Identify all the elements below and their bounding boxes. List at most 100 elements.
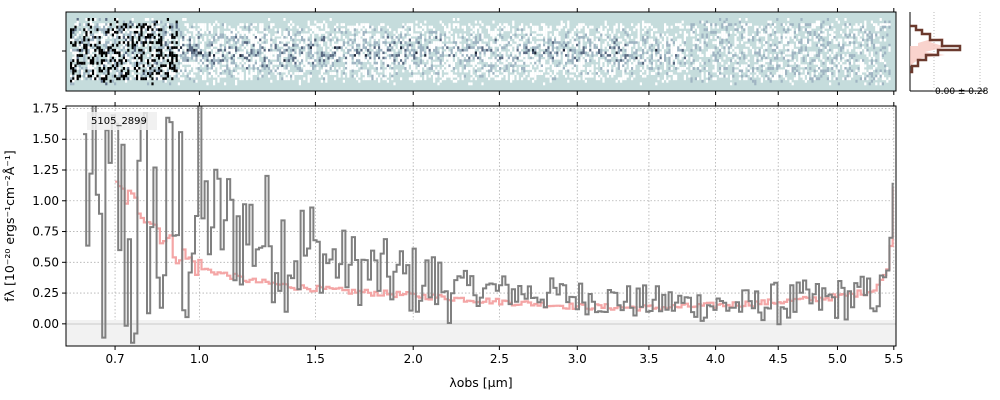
spectrum-2d-pixel bbox=[232, 61, 235, 65]
spectrum-2d-pixel bbox=[437, 67, 440, 70]
spectrum-2d-pixel bbox=[769, 72, 772, 75]
spectrum-2d-pixel bbox=[210, 69, 213, 73]
spectrum-2d-pixel bbox=[184, 36, 187, 39]
spectrum-2d-pixel bbox=[538, 30, 541, 34]
spectrum-2d-pixel bbox=[193, 51, 196, 55]
spectrum-2d-pixel bbox=[87, 48, 90, 52]
spectrum-2d-pixel bbox=[72, 28, 75, 32]
spectrum-2d-pixel bbox=[811, 51, 814, 55]
spectrum-2d-pixel bbox=[622, 43, 625, 47]
spectrum-2d-pixel bbox=[677, 38, 680, 42]
spectrum-2d-pixel bbox=[448, 28, 451, 32]
spectrum-2d-pixel bbox=[406, 43, 409, 47]
spectrum-2d-pixel bbox=[820, 43, 823, 47]
spectrum-2d-pixel bbox=[532, 25, 535, 29]
spectrum-2d-pixel bbox=[653, 56, 656, 60]
spectrum-2d-pixel bbox=[648, 67, 651, 70]
spectrum-2d-pixel bbox=[477, 54, 480, 57]
spectrum-2d-pixel bbox=[743, 54, 746, 57]
spectrum-2d-pixel bbox=[408, 77, 411, 81]
spectrum-2d-pixel bbox=[611, 46, 614, 50]
spectrum-2d-pixel bbox=[479, 36, 482, 39]
spectrum-2d-pixel bbox=[800, 69, 803, 73]
spectrum-2d-pixel bbox=[96, 36, 99, 39]
spectrum-2d-pixel bbox=[116, 64, 119, 68]
spectrum-2d-pixel bbox=[600, 25, 603, 29]
spectrum-2d-pixel bbox=[125, 36, 128, 39]
spectrum-2d-pixel bbox=[864, 69, 867, 73]
spectrum-2d-pixel bbox=[712, 69, 715, 73]
spectrum-2d-pixel bbox=[818, 64, 821, 68]
spectrum-2d-pixel bbox=[633, 64, 636, 68]
spectrum-2d-pixel bbox=[587, 67, 590, 70]
y-tick-label: 1.50 bbox=[32, 132, 59, 146]
spectrum-2d-pixel bbox=[705, 72, 708, 75]
spectrum-2d-pixel bbox=[582, 74, 585, 78]
spectrum-2d-pixel bbox=[745, 36, 748, 39]
spectrum-2d-pixel bbox=[136, 61, 139, 65]
spectrum-2d-pixel bbox=[789, 69, 792, 73]
spectrum-2d-pixel bbox=[386, 72, 389, 75]
spectrum-2d-pixel bbox=[853, 25, 856, 29]
spectrum-2d-pixel bbox=[749, 23, 752, 27]
spectrum-2d-pixel bbox=[98, 67, 101, 70]
spectrum-2d-pixel bbox=[490, 30, 493, 34]
spectrum-2d-pixel bbox=[191, 54, 194, 57]
spectrum-2d-pixel bbox=[180, 43, 183, 47]
spectrum-2d-pixel bbox=[567, 30, 570, 34]
spectrum-2d-pixel bbox=[94, 54, 97, 57]
spectrum-2d-pixel bbox=[162, 56, 165, 60]
spectrum-2d-pixel bbox=[532, 61, 535, 65]
spectrum-2d-pixel bbox=[866, 43, 869, 47]
spectrum-2d-pixel bbox=[800, 46, 803, 50]
spectrum-2d-pixel bbox=[301, 56, 304, 60]
spectrum-2d-pixel bbox=[664, 74, 667, 78]
spectrum-2d-pixel bbox=[404, 54, 407, 57]
spectrum-2d-pixel bbox=[439, 20, 442, 24]
spectrum-2d-pixel bbox=[749, 36, 752, 39]
spectrum-2d-pixel bbox=[820, 33, 823, 37]
spectrum-2d-pixel bbox=[272, 23, 275, 27]
spectrum-2d-pixel bbox=[450, 43, 453, 47]
spectrum-2d-pixel bbox=[226, 33, 229, 37]
spectrum-2d-pixel bbox=[776, 67, 779, 70]
spectrum-2d-pixel bbox=[171, 61, 174, 65]
spectrum-2d-pixel bbox=[859, 69, 862, 73]
spectrum-2d-pixel bbox=[452, 61, 455, 65]
spectrum-2d-pixel bbox=[604, 36, 607, 39]
spectrum-2d-pixel bbox=[285, 46, 288, 50]
spectrum-2d-pixel bbox=[800, 74, 803, 78]
spectrum-2d-pixel bbox=[92, 23, 95, 27]
spectrum-2d-pixel bbox=[105, 41, 108, 45]
spectrum-2d-pixel bbox=[835, 48, 838, 52]
spectrum-2d-pixel bbox=[129, 38, 132, 42]
spectrum-2d-pixel bbox=[254, 23, 257, 27]
spectrum-2d-pixel bbox=[202, 77, 205, 81]
spectrum-2d-pixel bbox=[230, 67, 233, 70]
spectrum-2d-pixel bbox=[250, 51, 253, 55]
spectrum-2d-pixel bbox=[646, 36, 649, 39]
spectrum-2d-pixel bbox=[285, 38, 288, 42]
spectrum-2d-pixel bbox=[127, 36, 130, 39]
spectrum-2d-pixel bbox=[562, 54, 565, 57]
spectrum-2d-pixel bbox=[325, 77, 328, 81]
spectrum-2d-pixel bbox=[404, 25, 407, 29]
spectrum-2d-pixel bbox=[716, 43, 719, 47]
spectrum-2d-pixel bbox=[96, 33, 99, 37]
spectrum-2d-pixel bbox=[127, 30, 130, 34]
spectrum-2d-pixel bbox=[611, 61, 614, 65]
spectrum-2d-pixel bbox=[125, 64, 128, 68]
spectrum-2d-pixel bbox=[820, 54, 823, 57]
spectrum-2d-pixel bbox=[228, 59, 231, 63]
spectrum-2d-pixel bbox=[367, 54, 370, 57]
spectrum-2d-pixel bbox=[578, 36, 581, 39]
spectrum-2d-pixel bbox=[683, 67, 686, 70]
spectrum-2d-pixel bbox=[488, 59, 491, 63]
spectrum-2d-pixel bbox=[195, 48, 198, 52]
spectrum-2d-pixel bbox=[631, 56, 634, 60]
spectrum-2d-pixel bbox=[787, 41, 790, 45]
spectrum-2d-pixel bbox=[400, 33, 403, 37]
spectrum-2d-pixel bbox=[270, 61, 273, 65]
spectrum-2d-pixel bbox=[587, 48, 590, 52]
spectrum-2d-pixel bbox=[424, 54, 427, 57]
